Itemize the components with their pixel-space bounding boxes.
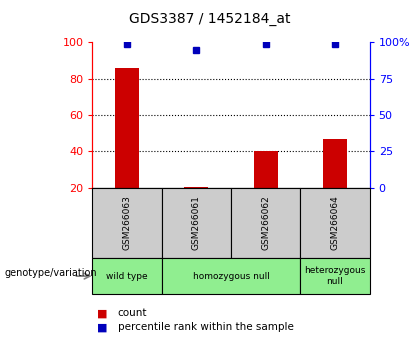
Text: count: count	[118, 308, 147, 318]
Text: genotype/variation: genotype/variation	[4, 268, 97, 278]
Text: GDS3387 / 1452184_at: GDS3387 / 1452184_at	[129, 12, 291, 27]
Text: percentile rank within the sample: percentile rank within the sample	[118, 322, 294, 332]
Bar	[254, 152, 278, 188]
Bar	[115, 68, 139, 188]
Text: GSM266061: GSM266061	[192, 195, 201, 251]
Text: ■: ■	[97, 308, 107, 318]
Bar	[184, 187, 208, 188]
Text: GSM266063: GSM266063	[123, 195, 131, 251]
Text: GSM266062: GSM266062	[261, 196, 270, 250]
Text: GSM266064: GSM266064	[331, 196, 339, 250]
Text: wild type: wild type	[106, 272, 148, 281]
Text: heterozygous
null: heterozygous null	[304, 267, 366, 286]
Text: homozygous null: homozygous null	[192, 272, 270, 281]
Text: ■: ■	[97, 322, 107, 332]
Bar	[323, 139, 347, 188]
